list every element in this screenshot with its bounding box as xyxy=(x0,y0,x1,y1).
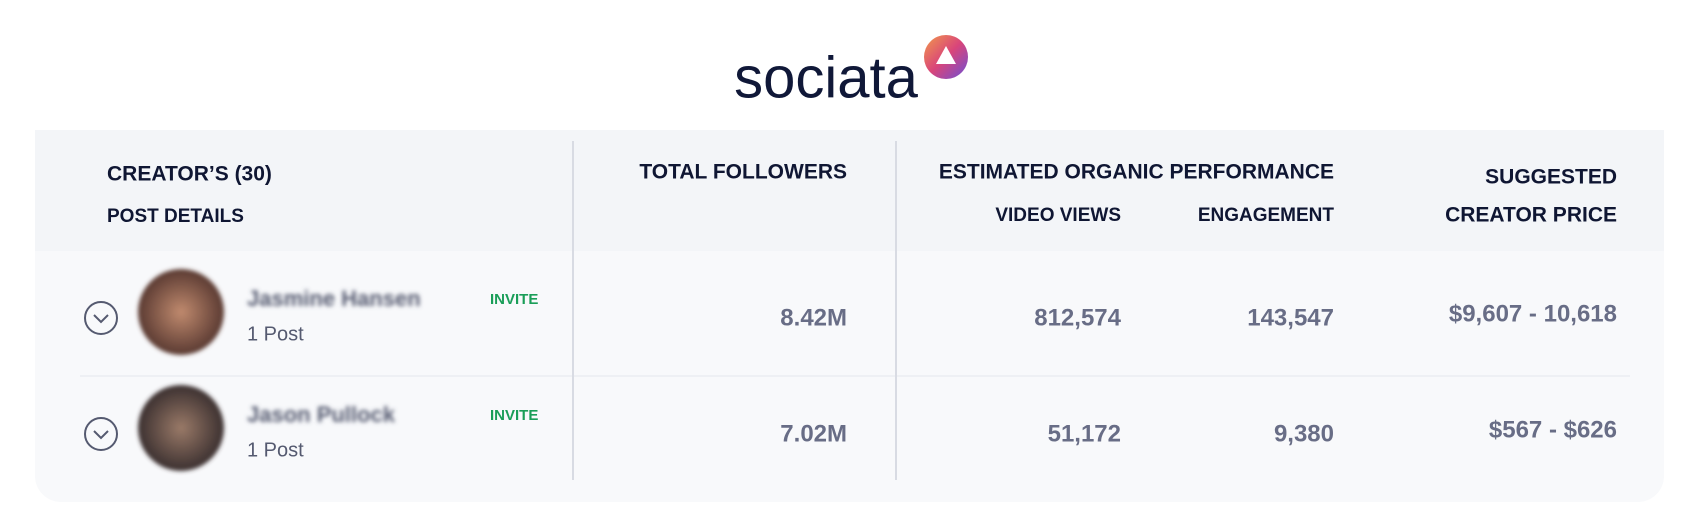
header: SUGGESTED xyxy=(1485,166,1617,189)
header: ENGAGEMENT xyxy=(1198,205,1335,226)
post-count: 1 Post xyxy=(247,323,304,345)
table-header-bg xyxy=(35,130,1664,251)
followers: 7.02M xyxy=(780,420,847,447)
expand-chevron xyxy=(93,430,109,440)
expand-chevron xyxy=(93,314,109,324)
price: $9,607 - 10,618 xyxy=(1449,300,1617,327)
engagement: 143,547 xyxy=(1247,304,1334,331)
price: $567 - $626 xyxy=(1489,416,1617,443)
video-views: 812,574 xyxy=(1034,304,1121,331)
header: CREATOR PRICE xyxy=(1445,204,1617,227)
logo-text: sociata xyxy=(734,45,919,110)
followers: 8.42M xyxy=(780,304,847,331)
header: VIDEO VIEWS xyxy=(995,205,1121,226)
invite-button[interactable]: INVITE xyxy=(490,291,538,308)
expand-button[interactable] xyxy=(84,417,118,451)
post-count: 1 Post xyxy=(247,439,304,461)
avatar xyxy=(138,269,224,355)
header: TOTAL FOLLOWERS xyxy=(639,161,847,184)
creator-name: Jasmine Hansen xyxy=(247,286,421,311)
invite-button[interactable]: INVITE xyxy=(490,407,538,424)
expand-circle xyxy=(84,301,118,335)
header: POST DETAILS xyxy=(107,206,244,227)
avatar xyxy=(138,385,224,471)
creator-name: Jason Pullock xyxy=(247,402,396,427)
expand-button[interactable] xyxy=(84,301,118,335)
video-views: 51,172 xyxy=(1048,420,1121,447)
header: CREATOR’S (30) xyxy=(107,163,272,186)
engagement: 9,380 xyxy=(1274,420,1334,447)
header: ESTIMATED ORGANIC PERFORMANCE xyxy=(939,161,1334,184)
expand-circle xyxy=(84,417,118,451)
logo-icon xyxy=(924,35,968,79)
